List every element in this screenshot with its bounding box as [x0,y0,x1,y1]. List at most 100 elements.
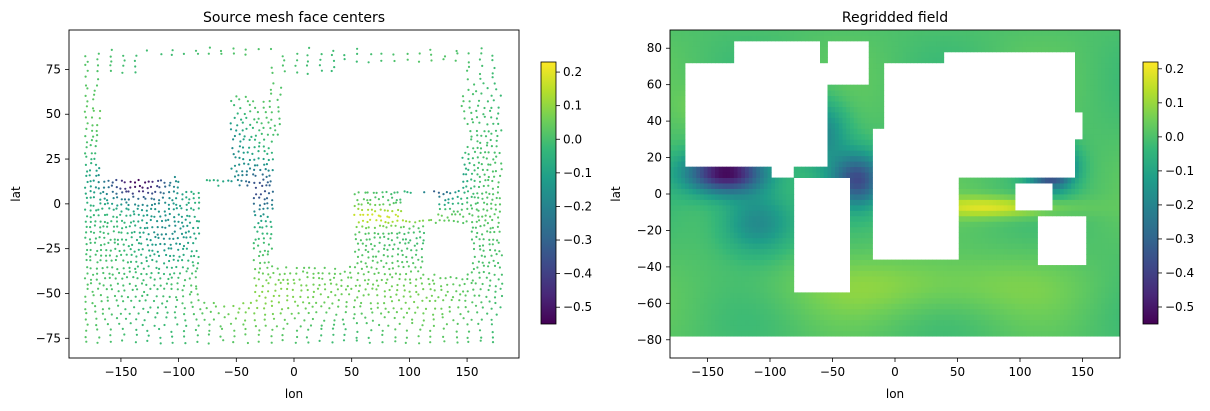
scatter-point [86,323,89,326]
scatter-point [258,294,261,298]
scatter-point [334,294,337,297]
heatmap-cell [835,117,840,124]
scatter-point [271,199,274,202]
scatter-point [117,231,120,234]
scatter-point [262,213,265,216]
scatter-point [497,181,500,184]
heatmap-cell [808,330,813,337]
scatter-point [84,135,87,138]
scatter-point [491,179,494,183]
heatmap-cell [1105,265,1110,271]
heatmap-cell [1063,303,1068,310]
heatmap-cell [733,325,738,332]
heatmap-cell [685,226,690,233]
heatmap-cell [711,325,716,332]
heatmap-cell [868,314,873,321]
scatter-point [471,157,474,160]
scatter-point [123,221,126,224]
scatter-point [340,293,343,296]
heatmap-cell [943,303,948,310]
scatter-point [269,180,272,183]
heatmap-cell [1108,303,1113,310]
scatter-point [89,241,92,244]
scatter-point [185,196,188,199]
heatmap-cell [733,276,738,282]
scatter-point [418,52,421,55]
heatmap-cell [722,226,727,233]
scatter-point [495,196,498,200]
heatmap-cell [880,106,885,113]
scatter-point [485,144,489,147]
scatter-point [491,72,494,75]
scatter-point [497,221,500,224]
heatmap-cell [752,188,757,195]
scatter-point [89,259,92,262]
scatter-point [473,150,477,153]
heatmap-cell [1078,330,1083,337]
heatmap-cell [707,330,712,337]
heatmap-cell [943,292,948,299]
heatmap-cell [1112,248,1117,255]
heatmap-cell [1116,314,1120,321]
heatmap-cell [996,248,1001,255]
heatmap-cell [673,155,678,162]
scatter-point [122,64,125,67]
heatmap-cell [673,172,678,178]
heatmap-cell [741,215,746,222]
heatmap-cell [677,226,682,233]
heatmap-cell [996,243,1001,250]
heatmap-cell [730,226,735,233]
heatmap-cell [778,325,783,332]
heatmap-cell [778,297,783,304]
heatmap-cell [782,237,787,244]
heatmap-cell [778,265,783,271]
heatmap-cell [681,188,686,195]
scatter-point [402,295,405,298]
heatmap-cell [1011,330,1016,337]
scatter-point [295,266,298,270]
scatter-point [258,267,262,270]
heatmap-cell [775,226,780,233]
heatmap-cell [1067,270,1072,277]
scatter-point [181,289,184,292]
scatter-point [332,59,336,63]
heatmap-cell [670,122,675,129]
heatmap-cell [688,270,693,277]
scatter-point [387,221,390,224]
scatter-point [268,105,271,108]
scatter-point [497,278,500,281]
heatmap-cell [778,330,783,337]
heatmap-cell [718,221,723,228]
heatmap-cell [1090,265,1095,271]
heatmap-cell [973,281,978,288]
heatmap-cell [1101,254,1106,260]
scatter-point [367,208,370,211]
scatter-point [92,204,95,207]
scatter-point [252,100,255,103]
scatter-point [377,250,380,253]
scatter-point [485,276,488,279]
heatmap-cell [752,243,757,250]
heatmap-cell [782,308,787,315]
heatmap-cell [1116,150,1120,157]
heatmap-cell [1116,112,1120,118]
heatmap-cell [865,133,870,140]
scatter-point [109,334,112,337]
scatter-point [159,179,163,182]
heatmap-cell [715,221,720,228]
scatter-point [457,202,460,205]
heatmap-cell [1030,177,1035,184]
heatmap-cell [696,303,701,310]
scatter-point [396,219,399,222]
heatmap-cell [883,270,888,277]
scatter-point [476,266,479,269]
heatmap-cell [688,330,693,337]
heatmap-cell [1063,281,1068,288]
heatmap-cell [831,292,836,299]
heatmap-cell [760,319,765,326]
scatter-point [356,262,359,265]
heatmap-cell [722,210,727,217]
heatmap-cell [711,259,716,266]
heatmap-cell [1015,330,1020,337]
y-tick-label: −25 [36,242,61,256]
